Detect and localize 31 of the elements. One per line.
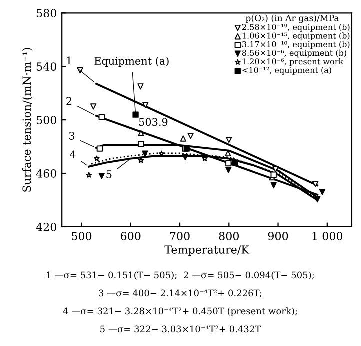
annotation: 1 [67,56,72,65]
x-tick-label: 700 [170,232,190,240]
annotation: 3 [70,132,75,140]
text: 5 —σ= 322− 3.03×10⁻⁴T²+ 0.432T [100,326,262,333]
y-axis-title: Surface tension/(mN·m⁻¹) [22,48,33,192]
x-tick-label: 1 000 [312,232,343,240]
y-tick-label: 420 [36,222,56,232]
legend-label: 1.06×10⁻¹⁵, equipment (b) [242,32,350,40]
annotation: Equipment (a) [94,56,169,68]
x-tick-label: 600 [121,232,141,240]
legend-title: p(O₂) (in Ar gas)/MPa [246,14,340,24]
annotation: 5 [106,170,112,178]
y-tick-label: 500 [36,116,56,124]
legend-label: <10⁻¹², equipment (a) [242,67,332,75]
legend-label: 2.58×10⁻¹⁹, equipment (b) [242,24,350,32]
annotation: 4 [70,150,76,159]
x-tick-label: 500 [72,232,92,240]
legend-label: 1.20×10⁻⁶, present work [242,58,344,66]
text: 1 —σ= 531− 0.151(T− 505); 2 —σ= 505− 0.094(T− 505); [47,272,314,280]
x-tick-label: 900 [268,232,288,240]
x-axis-title: Temperature/K [164,246,250,256]
y-tick-label: 580 [36,9,56,18]
text: 3 —σ= 400− 2.14×10⁻⁴T²+ 0.226T; [99,290,262,298]
legend-label: 8.56×10⁻⁶, equipment (b) [242,50,346,58]
text: 4 —σ= 321− 3.28×10⁻⁴T²+ 0.450T (present work); [63,308,298,316]
annotation: 503.9 [139,118,168,126]
y-tick-label: 540 [36,62,56,71]
y-tick-label: 460 [36,169,56,178]
annotation: 2 [66,97,72,105]
legend-label: 3.17×10⁻¹⁰, equipment (b) [242,41,350,50]
x-tick-label: 800 [219,232,240,240]
